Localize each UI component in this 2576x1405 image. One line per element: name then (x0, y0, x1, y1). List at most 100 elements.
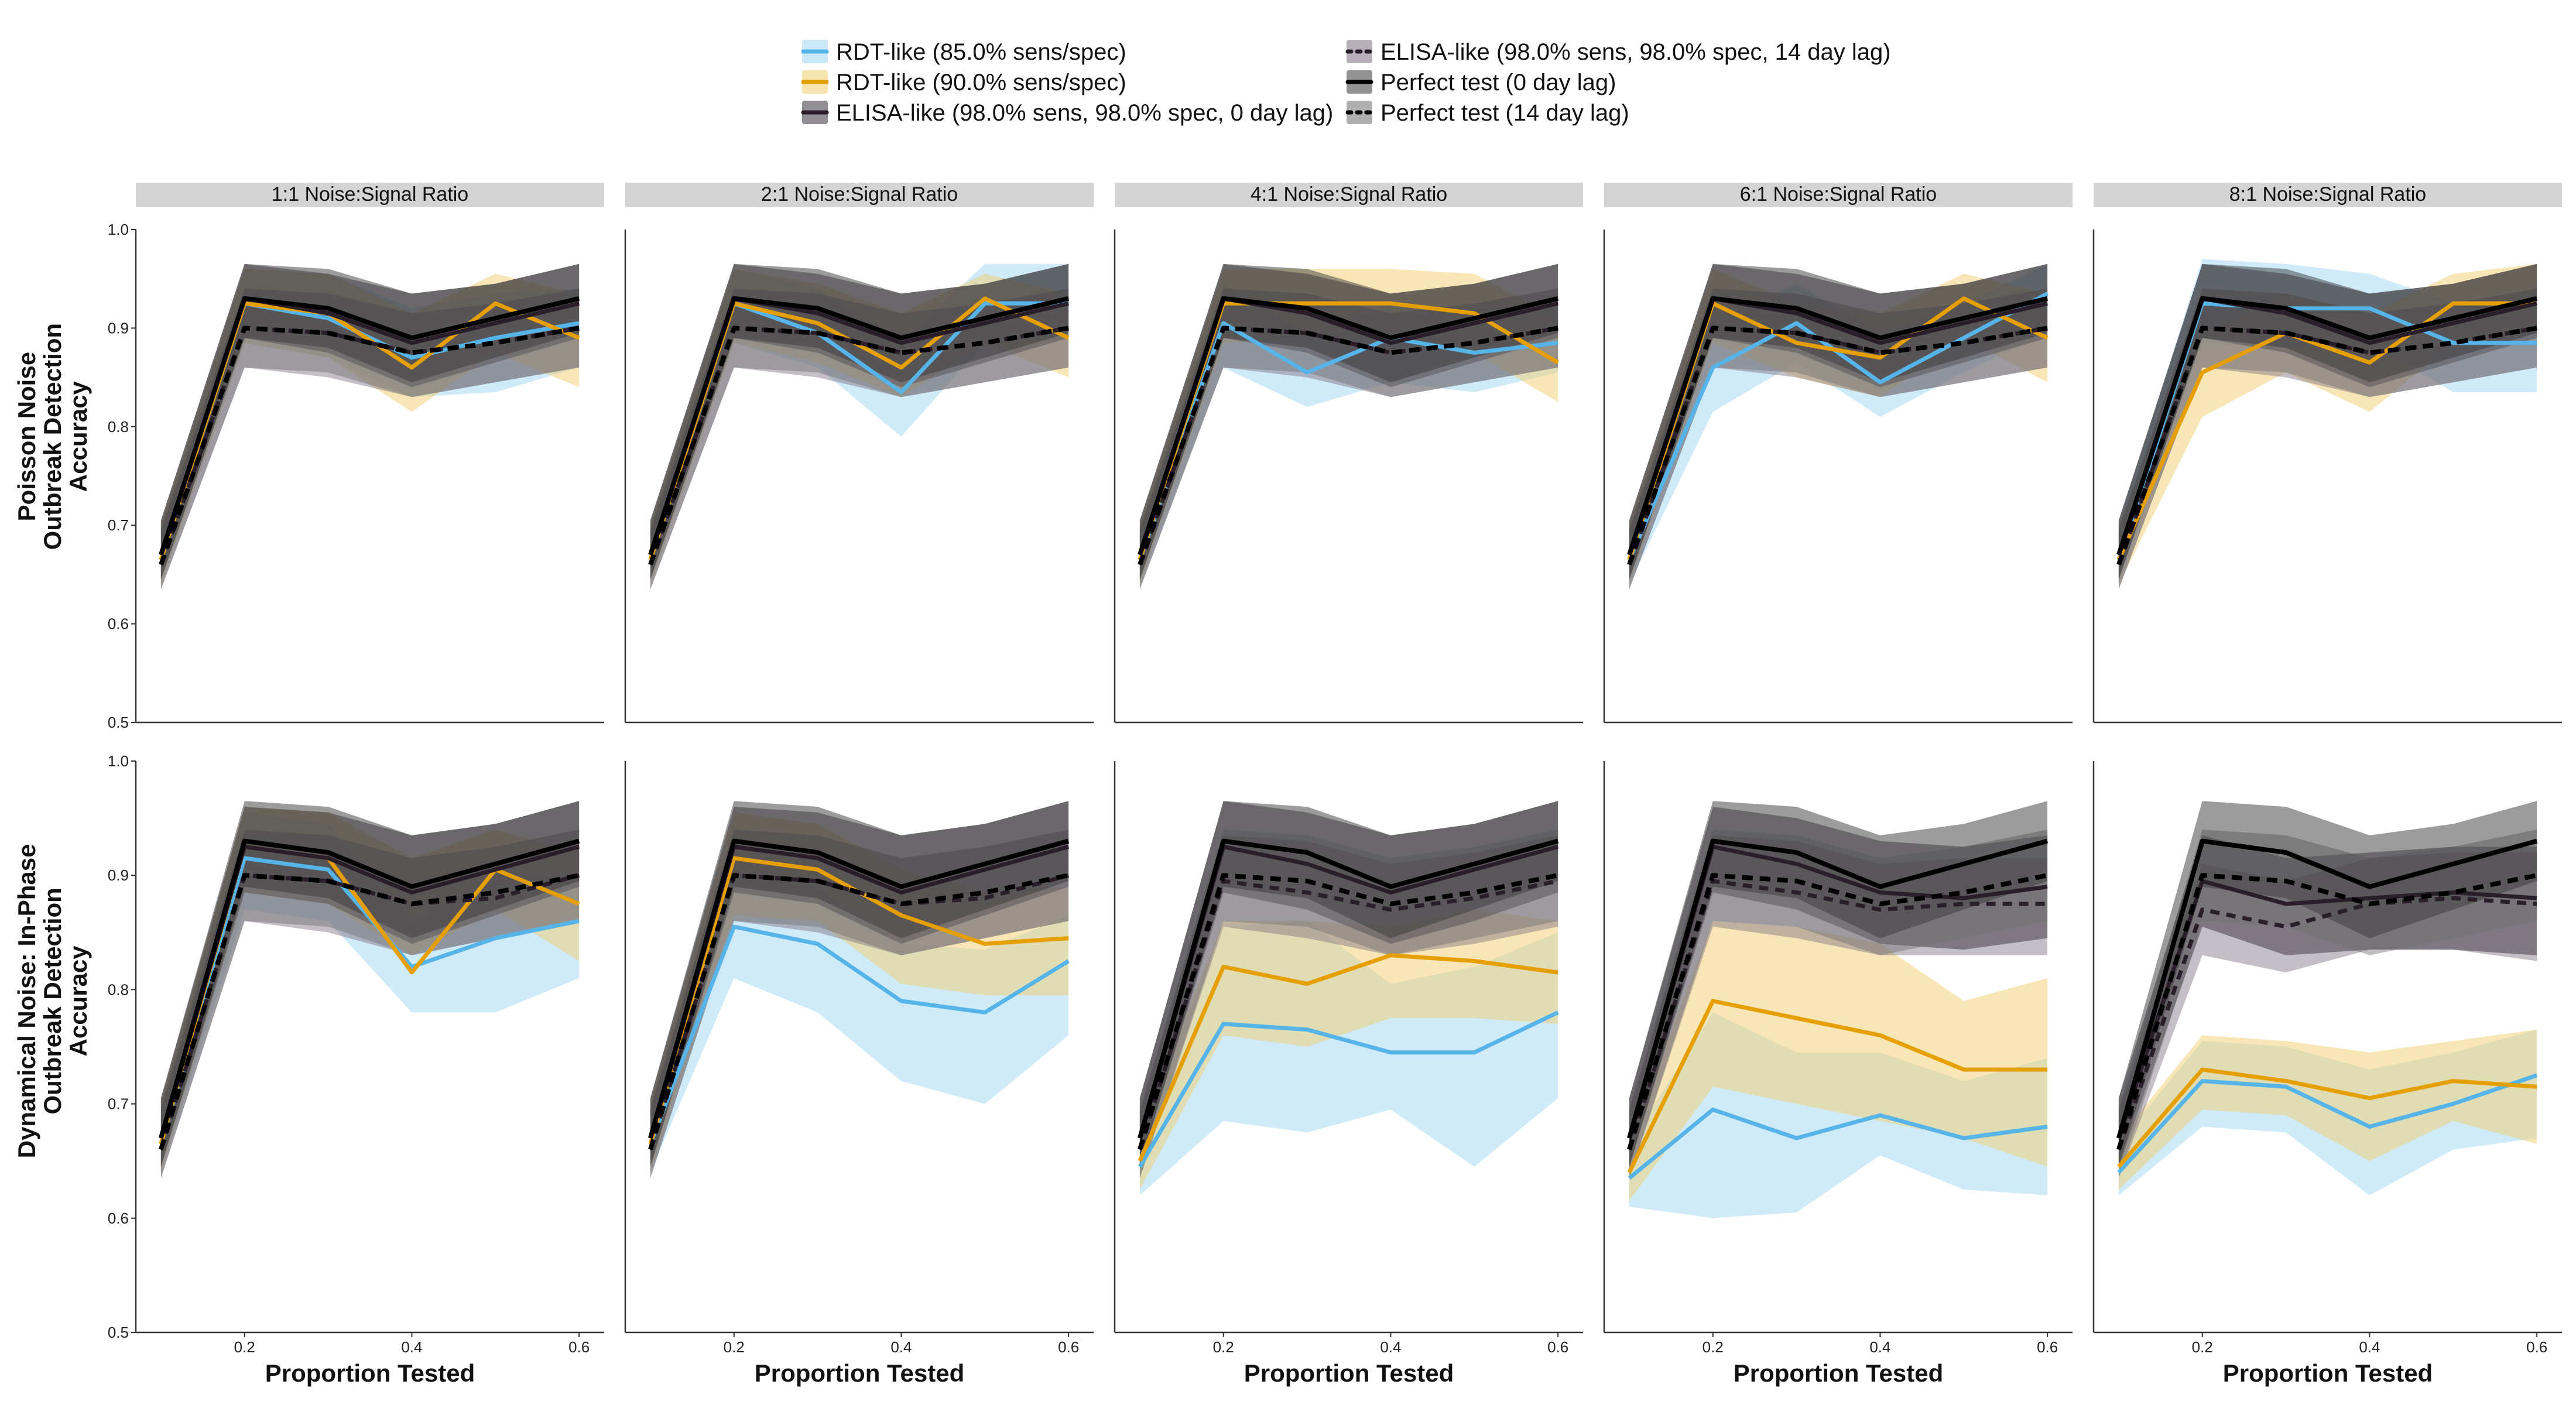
y-tick-label: 0.8 (108, 418, 129, 436)
series-line-perfect14 (159, 325, 580, 566)
ribbon-perfect0 (2118, 263, 2537, 580)
series-line-rdt85 (1628, 1107, 2048, 1180)
ribbon-rdt90 (2118, 1029, 2537, 1190)
panel-r0-c3 (1603, 229, 2073, 724)
y-tick-label: 0.8 (108, 981, 129, 998)
y-tick-label: 0.9 (108, 866, 129, 884)
strip-label: 4:1 Noise:Signal Ratio (1251, 183, 1447, 205)
panel-r1-c2: 0.2 0.4 0.6 Proportion Tested (1114, 761, 1583, 1387)
series-line-rdt90 (1138, 953, 1558, 1162)
legend-label-perfect0: Perfect test (0 day lag) (1381, 70, 1616, 95)
panel-r1-c4: 0.2 0.4 0.6 Proportion Tested (2092, 761, 2562, 1387)
x-axis-title: Proportion Tested (2223, 1359, 2433, 1387)
panel-r1-c0: 0.5 0.6 0.7 0.8 0.9 1.0 0.2 0.4 0.6 Proportion Te… (108, 752, 604, 1387)
series-line-perfect0 (159, 296, 580, 556)
x-tick-label: 0.4 (890, 1338, 912, 1356)
strip-4: 8:1 Noise:Signal Ratio (2094, 183, 2562, 207)
ribbon-perfect0 (1139, 801, 1558, 1167)
legend-label-rdt85: RDT-like (85.0% sens/spec) (836, 39, 1126, 65)
ribbon-perfect0 (650, 801, 1069, 1167)
x-axis-title: Proportion Tested (265, 1359, 475, 1387)
y-tick-label: 0.9 (108, 319, 129, 337)
series-line-perfect0 (1138, 296, 1559, 556)
series-line-perfect14 (648, 873, 1069, 1150)
x-tick-label: 0.4 (401, 1338, 422, 1356)
panel-r0-c4 (2092, 229, 2562, 724)
x-tick-label: 0.6 (568, 1338, 590, 1356)
series-line-rdt85 (1627, 292, 2049, 561)
series-line-rdt90 (2116, 301, 2537, 561)
series-line-perfect0 (1627, 296, 2049, 556)
legend-label-rdt90: RDT-like (90.0% sens/spec) (836, 70, 1126, 95)
series-line-rdt90 (2117, 1067, 2537, 1168)
strip-background (1115, 183, 1583, 207)
y-tick-label: 0.5 (108, 714, 129, 731)
panel-r0-c0: 0.5 0.6 0.7 0.8 0.9 1.0 (108, 221, 604, 731)
row-title-line: Dynamical Noise: In-Phase (13, 844, 40, 1158)
x-axis-title: Proportion Tested (1244, 1359, 1454, 1387)
x-tick-label: 0.6 (2037, 1338, 2058, 1356)
panel-r0-c2 (1114, 229, 1583, 724)
series-line-perfect0 (2116, 838, 2538, 1139)
series-line-perfect14 (2116, 873, 2537, 1150)
series-line-perfect0 (648, 838, 1070, 1139)
strip-0: 1:1 Noise:Signal Ratio (136, 183, 604, 207)
legend: RDT-like (85.0% sens/spec) RDT-like (90.0… (801, 39, 1891, 126)
series-line-perfect14 (159, 873, 580, 1150)
series-line-perfect0 (159, 838, 580, 1139)
x-tick-label: 0.6 (1547, 1338, 1568, 1356)
series-line-rdt85 (2117, 1073, 2538, 1174)
x-tick-label: 0.4 (1380, 1338, 1401, 1356)
strip-background (1604, 183, 2073, 207)
ribbon-perfect0 (1629, 263, 2048, 580)
row-title-line: Outbreak Detection (39, 323, 66, 550)
y-tick-label: 0.6 (108, 1209, 129, 1227)
x-tick-label: 0.2 (1213, 1338, 1234, 1356)
x-tick-label: 0.6 (1058, 1338, 1079, 1356)
y-tick-label: 0.5 (108, 1324, 129, 1341)
series-line-rdt85 (1138, 1010, 1559, 1168)
row-title-line: Accuracy (64, 381, 92, 492)
ribbon-rdt90 (1139, 909, 1558, 1190)
strip-1: 2:1 Noise:Signal Ratio (625, 183, 1094, 207)
strip-3: 6:1 Noise:Signal Ratio (1604, 183, 2073, 207)
series-line-perfect0 (2116, 296, 2538, 556)
series-line-perfect0 (1138, 838, 1559, 1139)
x-axis-title: Proportion Tested (755, 1359, 965, 1387)
y-tick-label: 0.7 (108, 516, 129, 534)
row-title-line: Accuracy (64, 945, 92, 1057)
series-line-rdt85 (648, 924, 1070, 1145)
legend-label-perfect14: Perfect test (14 day lag) (1381, 100, 1629, 126)
series-line-perfect0 (648, 296, 1070, 556)
strip-background (2094, 183, 2562, 207)
series-line-perfect14 (648, 325, 1069, 566)
legend-item-elisa14: ELISA-like (98.0% sens, 98.0% spec, 14 d… (1345, 39, 1891, 65)
strip-2: 4:1 Noise:Signal Ratio (1115, 183, 1583, 207)
ribbon-elisa0 (2118, 835, 2537, 1167)
y-tick-label: 1.0 (108, 752, 129, 770)
x-tick-label: 0.4 (2359, 1338, 2380, 1356)
x-tick-label: 0.2 (2192, 1338, 2213, 1356)
legend-item-perfect14: Perfect test (14 day lag) (1345, 100, 1629, 126)
x-tick-label: 0.2 (1703, 1338, 1724, 1356)
strip-label: 1:1 Noise:Signal Ratio (272, 183, 468, 205)
legend-item-elisa0: ELISA-like (98.0% sens, 98.0% spec, 0 da… (801, 100, 1333, 126)
strip-background (625, 183, 1094, 207)
strip-label: 6:1 Noise:Signal Ratio (1740, 183, 1937, 205)
series-line-rdt90 (1627, 999, 2048, 1174)
series-line-perfect14 (1627, 873, 2048, 1150)
x-tick-label: 0.2 (724, 1338, 745, 1356)
y-tick-label: 0.6 (108, 615, 129, 633)
x-axis-title: Proportion Tested (1734, 1359, 1944, 1387)
row-title-line: Poisson Noise (13, 352, 40, 521)
ribbon-perfect0 (650, 263, 1069, 580)
y-tick-label: 1.0 (108, 221, 129, 238)
series-line-perfect0 (1627, 838, 2049, 1139)
row-title-line: Outbreak Detection (39, 887, 66, 1114)
y-tick-label: 0.7 (108, 1095, 129, 1113)
legend-item-rdt85: RDT-like (85.0% sens/spec) (801, 39, 1126, 65)
strip-background (136, 183, 604, 207)
series-line-perfect14 (1138, 873, 1558, 1150)
